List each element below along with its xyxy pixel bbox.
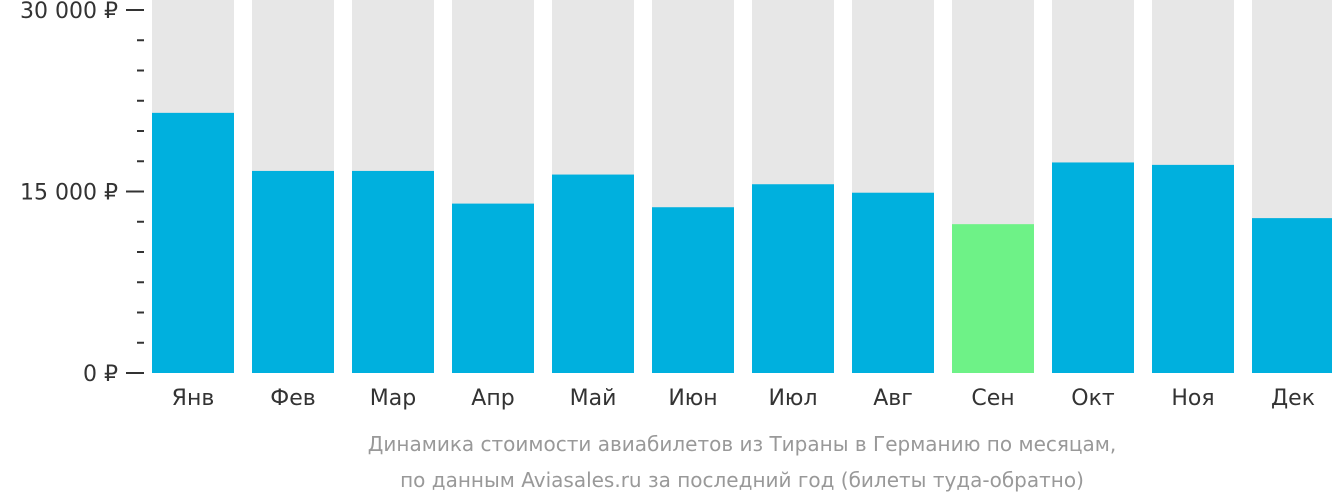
bar-Фев[interactable]: [252, 170, 334, 373]
x-axis-month-label: Май: [570, 386, 617, 411]
bar-Мар[interactable]: [352, 170, 434, 373]
bar-Янв[interactable]: [152, 112, 234, 373]
y-axis-tick-label: 0 ₽: [83, 362, 118, 387]
x-axis-month-label: Дек: [1271, 386, 1315, 411]
bar-Окт[interactable]: [1052, 162, 1134, 373]
x-axis-month-label: Ноя: [1171, 386, 1214, 411]
bar-Июн[interactable]: [652, 207, 734, 373]
y-axis-tick-label: 30 000 ₽: [20, 0, 118, 24]
x-axis-month-label: Апр: [471, 386, 514, 411]
bar-Май[interactable]: [552, 174, 634, 373]
bar-Сен[interactable]: [952, 224, 1034, 373]
price-chart: 0 ₽ 15 000 ₽ 30 000 ₽ Янв Фев Мар Апр Май Июн Июл…: [20, 0, 1332, 411]
x-axis-month-label: Авг: [873, 386, 913, 411]
chart-caption-line-1: Динамика стоимости авиабилетов из Тираны…: [367, 432, 1117, 456]
x-axis-month-label: Июн: [668, 386, 717, 411]
x-axis-month-label: Июл: [768, 386, 817, 411]
x-axis-month-label: Мар: [370, 386, 416, 411]
chart-svg: 0 ₽ 15 000 ₽ 30 000 ₽ Янв Фев Мар Апр Май Июн Июл…: [20, 0, 1332, 411]
x-axis-month-label: Окт: [1071, 386, 1115, 411]
x-axis-month-label: Сен: [971, 386, 1014, 411]
x-axis-month-label: Янв: [172, 386, 215, 411]
x-axis-month-label: Фев: [270, 386, 315, 411]
chart-caption-line-2: по данным Aviasales.ru за последний год …: [400, 468, 1084, 492]
y-axis-tick-label: 15 000 ₽: [20, 181, 118, 206]
bar-Ноя[interactable]: [1152, 164, 1234, 373]
bar-Авг[interactable]: [852, 192, 934, 373]
bar-Июл[interactable]: [752, 184, 834, 373]
bar-Дек[interactable]: [1252, 218, 1332, 373]
bar-Апр[interactable]: [452, 203, 534, 373]
